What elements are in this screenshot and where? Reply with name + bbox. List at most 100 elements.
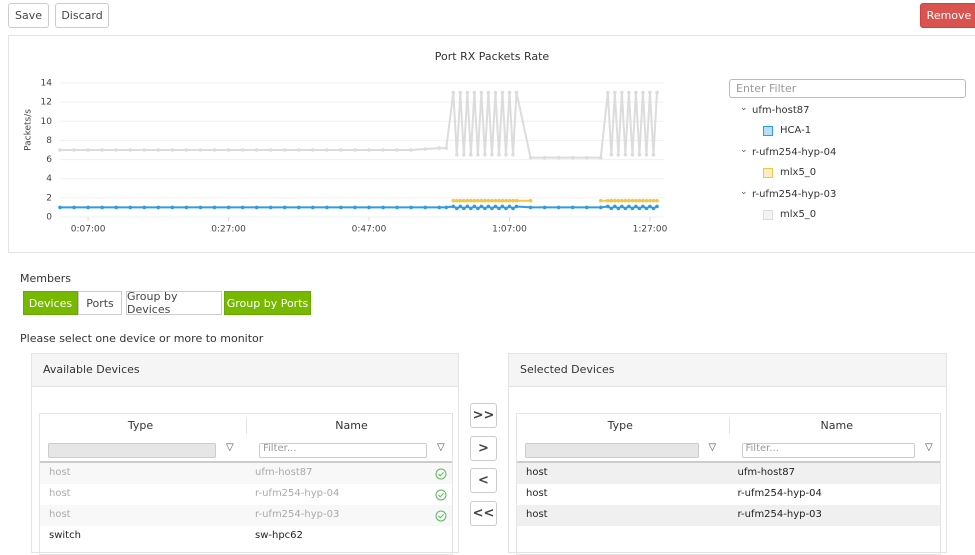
point	[479, 90, 484, 95]
point	[469, 152, 473, 157]
y-tick-label: 14	[41, 79, 53, 89]
point	[240, 148, 245, 152]
point	[325, 205, 329, 210]
icon-check	[438, 471, 444, 477]
point	[609, 206, 614, 211]
point	[476, 198, 480, 203]
point	[100, 205, 104, 210]
remove-button[interactable]: Remove	[920, 3, 975, 28]
x-tick-label: 0:07:00	[71, 225, 106, 235]
icon-check	[438, 513, 444, 519]
point	[616, 198, 621, 203]
point	[462, 152, 466, 157]
x-tick-label: 0:47:00	[352, 225, 387, 235]
series-line	[60, 205, 658, 210]
point	[472, 90, 477, 95]
cell-name: r-ufm254-hyp-03	[255, 509, 340, 520]
point	[409, 148, 413, 152]
point	[497, 152, 501, 157]
point	[469, 206, 473, 211]
instruction: Please select one device or more to moni…	[20, 332, 264, 345]
x-tick-label: 0:27:00	[211, 225, 246, 235]
tab[interactable]: Group by Ports	[224, 291, 311, 315]
point	[623, 206, 628, 211]
point	[472, 204, 477, 209]
point	[465, 90, 470, 95]
point	[486, 90, 491, 95]
table-row[interactable]	[517, 484, 940, 505]
save-button[interactable]: Save	[8, 3, 49, 28]
filter-icon[interactable]: ▽	[437, 442, 445, 453]
point	[493, 198, 498, 203]
transfer-button[interactable]: <	[470, 468, 497, 494]
legend-filter[interactable]: Enter Filter	[729, 79, 966, 98]
point	[648, 90, 652, 95]
point	[240, 205, 245, 210]
point	[651, 206, 656, 211]
available-panel: Available Devices Type ▽ Name Filter... ▽ host…	[31, 353, 459, 555]
point	[170, 205, 175, 210]
filter-input[interactable]	[259, 443, 427, 458]
point	[504, 198, 508, 203]
y-tick-label: 4	[46, 174, 52, 184]
table-row[interactable]	[517, 505, 940, 526]
table-row[interactable]	[40, 484, 452, 505]
point	[606, 198, 610, 203]
point	[620, 90, 624, 95]
table-row[interactable]	[40, 463, 452, 484]
point	[455, 198, 459, 203]
filter-icon[interactable]: ▽	[708, 442, 717, 453]
table: Type ▽ Name Filter... ▽ host ufm-host87 host r-u…	[516, 413, 941, 555]
filter-input[interactable]	[741, 443, 915, 458]
point	[620, 204, 624, 209]
point	[142, 148, 147, 152]
filter-input[interactable]	[525, 443, 699, 458]
point	[486, 204, 491, 209]
transfer-button[interactable]: >>	[470, 403, 497, 428]
transfer-button[interactable]: <<	[470, 501, 497, 527]
legend-entry[interactable]: HCA-1	[780, 125, 812, 136]
tree-caret[interactable]: ⌄	[740, 145, 748, 155]
column-divider	[728, 418, 730, 434]
table-row[interactable]	[40, 526, 452, 547]
tree-caret[interactable]: ⌄	[740, 187, 748, 197]
tab[interactable]: Ports	[78, 291, 122, 315]
table-row[interactable]	[40, 505, 452, 526]
point	[142, 205, 147, 210]
filter-icon[interactable]: ▽	[226, 442, 234, 453]
x-tick-label: 1:07:00	[492, 225, 527, 235]
point	[623, 198, 628, 203]
filter-input[interactable]	[48, 443, 216, 458]
tree-group[interactable]: ufm-host87	[752, 105, 810, 116]
point	[226, 205, 231, 210]
legend-entry[interactable]: mlx5_0	[780, 167, 817, 178]
cell-name: ufm-host87	[737, 467, 796, 478]
tab[interactable]: Group by Devices	[126, 290, 222, 316]
filter-icon[interactable]: ▽	[925, 442, 933, 453]
point	[637, 152, 642, 157]
tree-caret[interactable]: ⌄	[740, 103, 748, 113]
point	[72, 205, 76, 210]
point	[381, 148, 385, 152]
tab[interactable]: Devices	[23, 291, 78, 315]
point	[613, 198, 617, 203]
point	[493, 204, 498, 209]
tree-group[interactable]: r-ufm254-hyp-03	[752, 189, 837, 200]
point	[630, 206, 635, 211]
point	[367, 148, 371, 152]
legend-entry[interactable]: mlx5_0	[780, 209, 817, 220]
point	[651, 152, 656, 157]
transfer-button[interactable]: >	[470, 435, 497, 461]
point	[128, 148, 133, 152]
point	[395, 205, 399, 210]
table-row[interactable]	[517, 463, 940, 484]
discard-button[interactable]: Discard	[55, 3, 109, 28]
column-header: Type	[607, 419, 633, 432]
point	[423, 205, 428, 210]
tree-group[interactable]: r-ufm254-hyp-04	[752, 147, 837, 158]
point	[627, 90, 631, 95]
point	[100, 148, 104, 152]
added-icon	[435, 510, 447, 522]
point	[644, 198, 649, 203]
point	[504, 152, 508, 157]
